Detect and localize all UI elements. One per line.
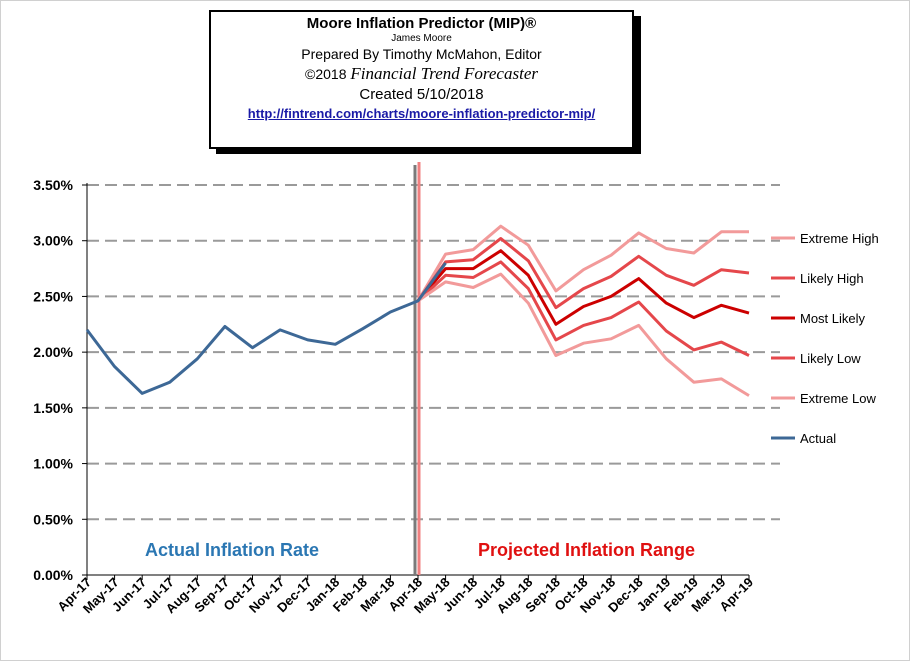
y-tick-label: 0.50% xyxy=(33,511,73,527)
source-link[interactable]: http://fintrend.com/charts/moore-inflati… xyxy=(247,106,596,121)
series-likely-high-line xyxy=(416,237,750,310)
series-likely-low-line xyxy=(416,260,750,357)
series-extreme-high-line xyxy=(416,224,749,302)
y-tick-label: 1.50% xyxy=(33,400,73,416)
title-box: Moore Inflation Predictor (MIP)® James M… xyxy=(209,10,634,149)
legend-label-likely-low: Likely Low xyxy=(800,351,861,366)
y-tick-label: 0.00% xyxy=(33,567,73,583)
y-tick-label: 3.00% xyxy=(33,233,73,249)
projected-region-label: Projected Inflation Range xyxy=(478,540,695,560)
legend-label-actual: Actual xyxy=(800,431,836,446)
series-actual-line xyxy=(85,262,447,395)
y-tick-label: 2.00% xyxy=(33,344,73,360)
y-tick-label: 1.00% xyxy=(33,456,73,472)
y-axis-tick-labels: 0.00% 0.50% 1.00% 1.50% 2.00% 2.50% 3.00% 3.50% xyxy=(33,177,73,583)
legend-label-likely-high: Likely High xyxy=(800,271,864,286)
copyright-text: ©2018 xyxy=(305,66,347,82)
legend: Extreme High Likely High Most Likely Likely… xyxy=(771,231,879,446)
chart-title: Moore Inflation Predictor (MIP)® xyxy=(306,15,537,32)
prepared-by-line: Prepared By Timothy McMahon, Editor xyxy=(301,46,542,62)
series-lines xyxy=(85,224,750,397)
created-date: Created 5/10/2018 xyxy=(359,86,484,103)
actual-projection-divider xyxy=(413,162,421,575)
author-line: James Moore xyxy=(391,33,452,44)
series-most-likely-line xyxy=(416,249,750,326)
actual-region-label: Actual Inflation Rate xyxy=(145,540,319,560)
legend-label-extreme-high: Extreme High xyxy=(800,231,879,246)
legend-label-most-likely: Most Likely xyxy=(800,311,866,326)
y-tick-label: 3.50% xyxy=(33,177,73,193)
copyright-line: ©2018 Financial Trend Forecaster xyxy=(211,64,632,84)
publication-name: Financial Trend Forecaster xyxy=(350,64,538,83)
x-axis-tick-labels: Apr-17May-17Jun-17Jul-17Aug-17Sep-17Oct-… xyxy=(54,575,756,617)
series-extreme-low-line xyxy=(417,272,750,397)
legend-label-extreme-low: Extreme Low xyxy=(800,391,876,406)
gridlines xyxy=(87,184,780,521)
y-tick-label: 2.50% xyxy=(33,288,73,304)
